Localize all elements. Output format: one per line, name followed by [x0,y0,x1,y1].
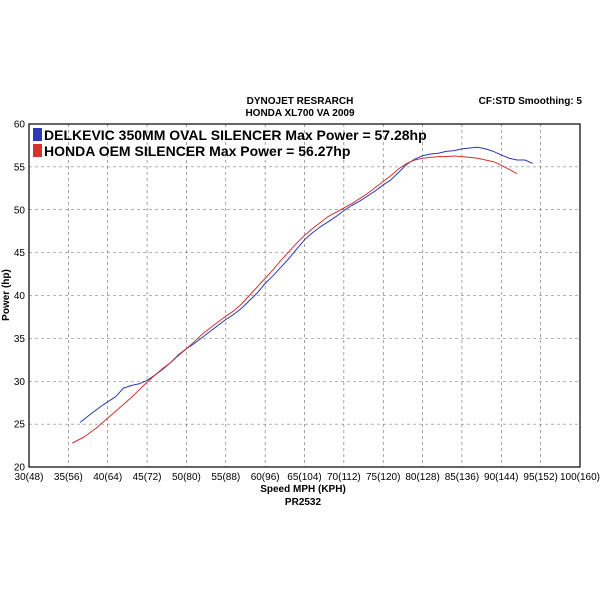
axis-ticks: 30(48) 35(56) 40(64) 45(72) 50(80) 55(88) 60(9… [14,120,600,484]
legend-entry-honda-oem: HONDA OEM SILENCER Max Power = 56.27hp [44,143,350,159]
x-tick-label: 40(64) [93,472,122,483]
x-tick-label: 80(128) [405,472,439,483]
x-tick-label: 65(104) [287,472,321,483]
legend-swatch-honda-oem [33,144,42,157]
y-tick-label: 20 [14,463,26,474]
x-tick-label: 75(120) [366,472,400,483]
legend: DELKEVIC 350MM OVAL SILENCER Max Power =… [33,127,427,159]
x-tick-label: 50(80) [172,472,201,483]
y-tick-label: 40 [14,291,26,302]
y-tick-label: 35 [14,334,26,345]
y-tick-label: 30 [14,377,26,388]
y-tick-label: 50 [14,205,26,216]
legend-entry-delkevic: DELKEVIC 350MM OVAL SILENCER Max Power =… [44,127,427,143]
x-tick-label: 55(88) [211,472,240,483]
plot-area-frame [28,123,581,468]
legend-swatch-delkevic [33,128,42,141]
series-line-honda-oem [72,155,518,444]
y-tick-label: 55 [14,162,26,173]
x-tick-label: 85(136) [445,472,479,483]
x-tick-label: 30(48) [15,472,44,483]
y-tick-label: 60 [14,120,26,131]
x-tick-label: 90(144) [484,472,518,483]
x-tick-label: 70(112) [327,472,361,483]
grid [29,124,580,467]
correction-smoothing-label: CF:STD Smoothing: 5 [479,96,583,107]
x-tick-label: 100(160) [560,472,600,483]
chart-title-line2: HONDA XL700 VA 2009 [245,108,355,119]
chart-title-line1: DYNOJET RESRARCH [247,96,354,107]
x-tick-label: 95(152) [523,472,557,483]
x-tick-label: 35(56) [54,472,83,483]
x-tick-label: 45(72) [133,472,162,483]
y-axis-label: Power (hp) [1,269,12,321]
x-axis-label: Speed MPH (KPH) [260,484,346,495]
y-tick-label: 45 [14,248,26,259]
series-lines [72,146,533,444]
report-id: PR2532 [285,497,322,508]
x-tick-label: 60(96) [251,472,280,483]
y-tick-label: 25 [14,420,26,431]
